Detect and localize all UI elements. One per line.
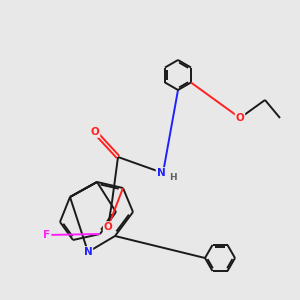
Text: O: O [103, 222, 112, 232]
Text: N: N [157, 168, 165, 178]
Text: O: O [236, 113, 244, 123]
Text: N: N [84, 247, 92, 257]
Text: O: O [91, 127, 99, 137]
Text: F: F [44, 230, 51, 240]
Text: H: H [169, 173, 176, 182]
